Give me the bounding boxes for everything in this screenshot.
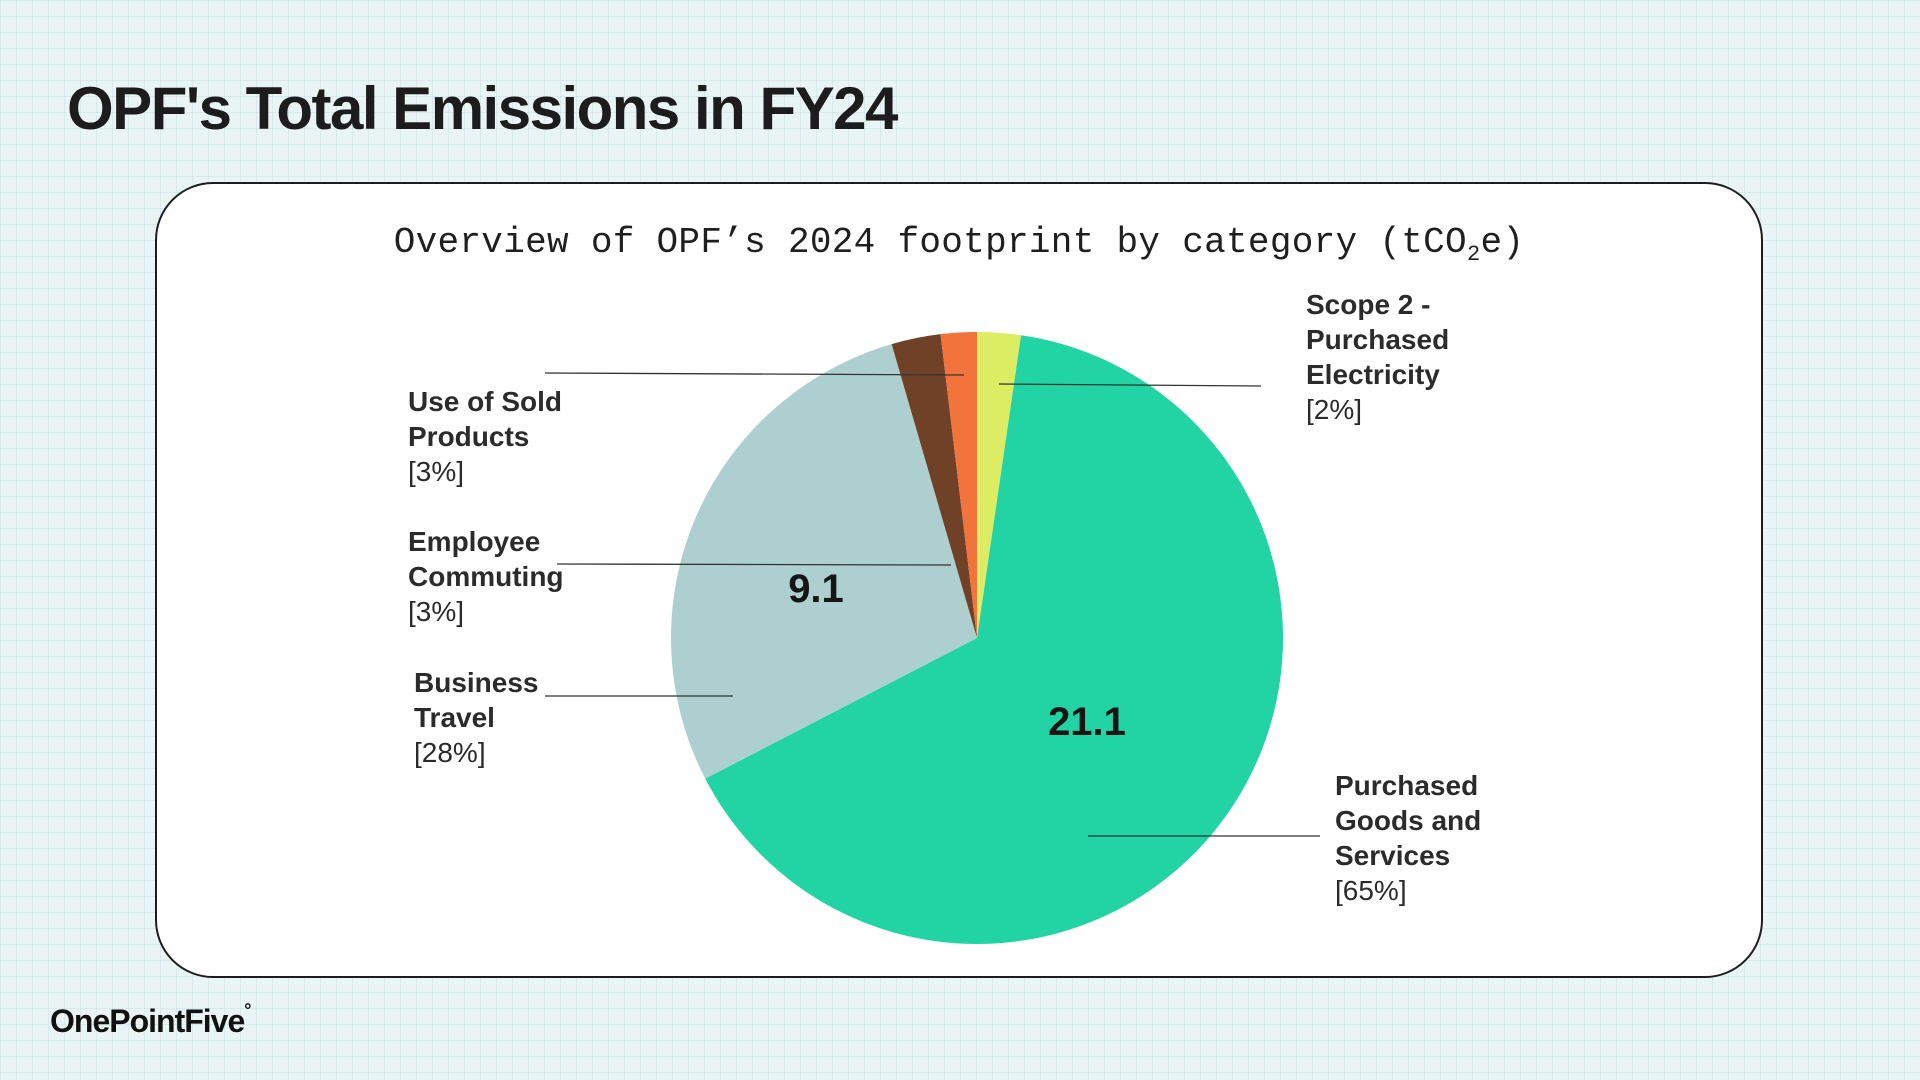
pie-slice-employee-commuting bbox=[891, 334, 977, 638]
slice-label-name: Products bbox=[408, 421, 529, 452]
logo-degree-icon: ° bbox=[244, 1000, 251, 1020]
slice-label-percent: [65%] bbox=[1335, 875, 1407, 906]
slide-title: OPF's Total Emissions in FY24 bbox=[67, 75, 898, 142]
slice-label-percent: [2%] bbox=[1306, 394, 1362, 425]
slice-label-percent: [3%] bbox=[408, 596, 464, 627]
pie-slice-use-of-sold-products bbox=[940, 332, 977, 638]
slice-label-name: Purchased bbox=[1335, 770, 1478, 801]
chart-title-main: Overview of OPF’s 2024 footprint by cate… bbox=[393, 222, 1467, 263]
slice-label-name: Goods and bbox=[1335, 805, 1481, 836]
chart-card: Overview of OPF’s 2024 footprint by cate… bbox=[155, 182, 1763, 978]
chart-title-end: e) bbox=[1480, 222, 1525, 263]
slice-label-name: Use of Sold bbox=[408, 386, 562, 417]
leader-line bbox=[556, 563, 952, 566]
slice-value-label: 9.1 bbox=[788, 567, 844, 611]
chart-title-subscript: 2 bbox=[1466, 242, 1481, 267]
pie-slice-scope-2-purchased-electricity bbox=[977, 332, 1022, 638]
chart-title: Overview of OPF’s 2024 footprint by cate… bbox=[157, 222, 1761, 267]
slice-label-name: Scope 2 - bbox=[1306, 289, 1430, 320]
pie-slices bbox=[671, 332, 1283, 944]
slice-label-percent: [28%] bbox=[414, 737, 486, 768]
slice-label-name: Employee bbox=[408, 526, 540, 557]
leader-line bbox=[998, 383, 1262, 387]
leader-lines bbox=[544, 372, 1320, 837]
slice-labels: Scope 2 - Purchased Electricity [2%] Purchas… bbox=[408, 289, 1481, 906]
slice-label-percent: [3%] bbox=[408, 456, 464, 487]
slice-label-name: Business bbox=[414, 667, 539, 698]
slice-value-label: 21.1 bbox=[1048, 700, 1126, 744]
pie-slice-purchased-goods-and-services bbox=[705, 335, 1283, 944]
pie-chart: Scope 2 - Purchased Electricity [2%] Purchas… bbox=[408, 289, 1481, 944]
onepointfive-logo: OnePointFive° bbox=[50, 1000, 251, 1040]
logo-text: OnePointFive bbox=[50, 1003, 245, 1039]
pie-slice-business-travel bbox=[671, 344, 977, 779]
slice-label-name: Services bbox=[1335, 840, 1450, 871]
slice-label-name: Commuting bbox=[408, 561, 564, 592]
slice-label-name: Travel bbox=[414, 702, 495, 733]
leader-line bbox=[544, 372, 965, 376]
slice-label-name: Electricity bbox=[1306, 359, 1440, 390]
slice-label-name: Purchased bbox=[1306, 324, 1449, 355]
